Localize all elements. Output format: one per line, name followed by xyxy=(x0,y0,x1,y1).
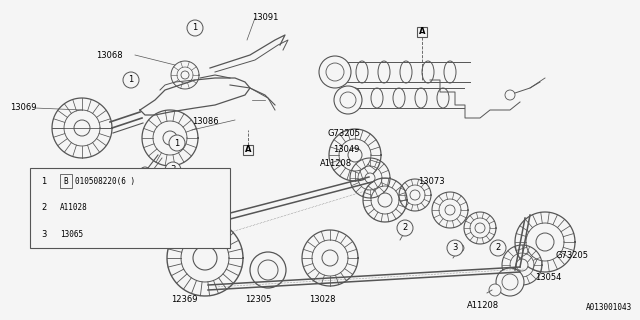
Text: 13091: 13091 xyxy=(252,13,278,22)
Text: 1: 1 xyxy=(193,23,198,33)
Circle shape xyxy=(348,148,362,162)
Circle shape xyxy=(140,167,150,177)
Circle shape xyxy=(165,162,181,178)
Text: 010508220(6 ): 010508220(6 ) xyxy=(75,177,135,186)
Circle shape xyxy=(401,226,409,234)
Text: 2: 2 xyxy=(145,190,150,199)
Text: 12369: 12369 xyxy=(171,295,197,305)
Circle shape xyxy=(496,268,524,296)
Text: G73205: G73205 xyxy=(328,129,361,138)
Circle shape xyxy=(37,201,51,215)
Text: 1: 1 xyxy=(42,177,47,186)
Ellipse shape xyxy=(400,61,412,83)
Circle shape xyxy=(37,228,51,242)
Circle shape xyxy=(123,72,139,88)
Text: 13073: 13073 xyxy=(418,178,445,187)
Circle shape xyxy=(187,20,203,36)
Circle shape xyxy=(74,120,90,136)
Bar xyxy=(60,174,72,188)
Text: 13049: 13049 xyxy=(333,146,360,155)
Bar xyxy=(30,168,230,248)
Ellipse shape xyxy=(349,88,361,108)
Text: 2: 2 xyxy=(42,204,47,212)
Text: 1: 1 xyxy=(129,76,134,84)
Circle shape xyxy=(334,86,362,114)
Circle shape xyxy=(536,233,554,251)
Text: 13068: 13068 xyxy=(96,51,123,60)
Circle shape xyxy=(445,205,455,215)
Ellipse shape xyxy=(334,61,346,83)
Circle shape xyxy=(140,187,156,203)
Text: 1: 1 xyxy=(174,139,180,148)
Text: 12305: 12305 xyxy=(245,295,271,305)
Circle shape xyxy=(490,240,506,256)
Circle shape xyxy=(365,173,375,183)
Circle shape xyxy=(148,188,162,202)
Circle shape xyxy=(169,135,185,151)
Text: B: B xyxy=(64,177,68,186)
Text: 13086: 13086 xyxy=(192,117,219,126)
Circle shape xyxy=(340,92,356,108)
Text: 3: 3 xyxy=(42,230,47,239)
Circle shape xyxy=(143,183,167,207)
Text: 3: 3 xyxy=(452,244,458,252)
Circle shape xyxy=(456,244,464,252)
Circle shape xyxy=(447,240,463,256)
Circle shape xyxy=(181,71,189,79)
Circle shape xyxy=(37,174,51,188)
Text: A11208: A11208 xyxy=(320,158,352,167)
Circle shape xyxy=(502,274,518,290)
Text: A013001043: A013001043 xyxy=(586,303,632,312)
Circle shape xyxy=(163,131,177,145)
Text: 2: 2 xyxy=(403,223,408,233)
Bar xyxy=(243,145,253,155)
Circle shape xyxy=(378,193,392,207)
Ellipse shape xyxy=(415,88,427,108)
Text: A: A xyxy=(244,146,252,155)
Circle shape xyxy=(397,220,413,236)
Text: A: A xyxy=(419,28,425,36)
Circle shape xyxy=(258,260,278,280)
Text: A11208: A11208 xyxy=(467,300,499,309)
Text: 13028: 13028 xyxy=(308,295,335,305)
Circle shape xyxy=(516,259,528,271)
Circle shape xyxy=(188,21,202,35)
Circle shape xyxy=(489,284,501,296)
Bar xyxy=(417,27,427,37)
Circle shape xyxy=(326,63,344,81)
Circle shape xyxy=(410,190,420,200)
Ellipse shape xyxy=(444,61,456,83)
Circle shape xyxy=(319,56,351,88)
Text: G73205: G73205 xyxy=(555,251,588,260)
Circle shape xyxy=(505,90,515,100)
Ellipse shape xyxy=(378,61,390,83)
Ellipse shape xyxy=(371,88,383,108)
Ellipse shape xyxy=(393,88,405,108)
Ellipse shape xyxy=(356,61,368,83)
Text: A11028: A11028 xyxy=(60,204,88,212)
Text: 13054: 13054 xyxy=(535,274,561,283)
Circle shape xyxy=(475,223,485,233)
Text: 13069: 13069 xyxy=(10,103,36,113)
Circle shape xyxy=(322,250,338,266)
Text: 2: 2 xyxy=(495,244,500,252)
Circle shape xyxy=(193,246,217,270)
Ellipse shape xyxy=(422,61,434,83)
Ellipse shape xyxy=(437,88,449,108)
Circle shape xyxy=(250,252,286,288)
Text: 3: 3 xyxy=(170,165,176,174)
Text: 13065: 13065 xyxy=(60,230,83,239)
